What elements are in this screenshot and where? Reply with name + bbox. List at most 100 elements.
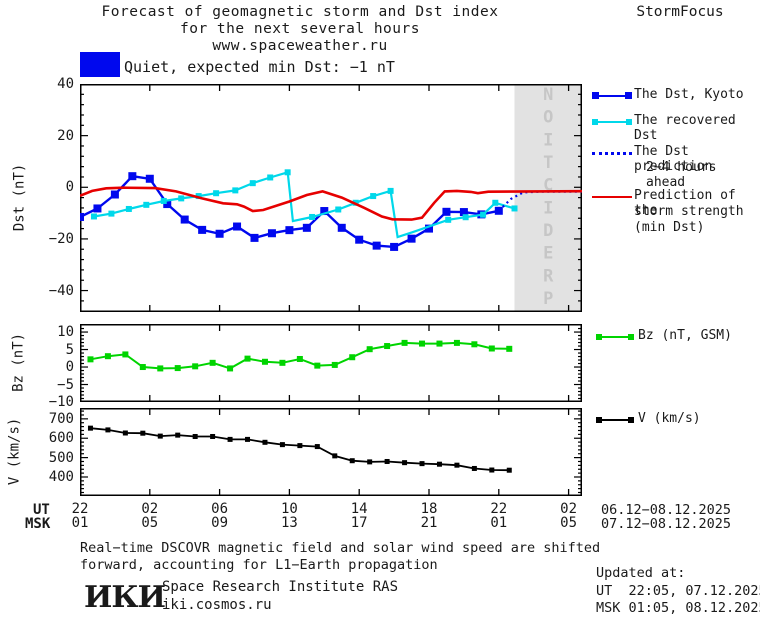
data-point-marker xyxy=(145,174,154,183)
data-point-marker xyxy=(157,365,164,372)
data-point-marker xyxy=(372,241,381,250)
data-point-marker xyxy=(192,433,198,439)
legend-v-label: V (km/s) xyxy=(638,411,701,426)
x-tick-label: 02 xyxy=(560,501,578,517)
data-point-marker xyxy=(488,345,495,352)
data-point-marker xyxy=(180,215,189,224)
data-point-marker xyxy=(296,355,303,362)
plot-border xyxy=(80,84,582,312)
site-url: www.spaceweather.ru xyxy=(212,38,388,54)
data-point-marker xyxy=(511,205,518,212)
data-point-marker xyxy=(309,213,316,220)
data-point-marker xyxy=(367,459,373,465)
institute-name: Space Research Institute RAS xyxy=(162,579,399,595)
prediction-band-letter: C xyxy=(543,176,553,196)
data-point-marker xyxy=(87,356,94,363)
x-tick-label: 05 xyxy=(560,515,578,531)
data-point-marker xyxy=(506,467,512,473)
prediction-band-letter: R xyxy=(543,266,554,286)
data-point-marker xyxy=(332,453,338,459)
legend-storm-strength-swatch xyxy=(592,196,632,198)
square-marker-icon xyxy=(596,334,602,341)
legend-dst-prediction-label-line2: 2−4 hours ahead xyxy=(646,160,717,190)
ut-date-range: 06.12−08.12.2025 xyxy=(601,502,732,518)
data-point-marker xyxy=(370,193,377,200)
data-point-marker xyxy=(419,340,426,347)
prediction-band xyxy=(514,84,582,312)
data-point-marker xyxy=(401,339,408,346)
v-axis-label: V (km/s) xyxy=(6,417,23,486)
y-tick-label: −20 xyxy=(48,230,74,247)
data-point-marker xyxy=(140,430,146,436)
storm-level-swatch xyxy=(80,52,120,77)
data-point-marker xyxy=(125,205,132,212)
prediction-band-letter: O xyxy=(543,108,553,128)
prediction-band-letter: D xyxy=(543,221,553,241)
y-tick-label: −40 xyxy=(48,282,74,299)
storm-status-label: Quiet, expected min Dst: −1 nT xyxy=(124,58,395,76)
data-point-marker xyxy=(390,242,399,251)
series-line xyxy=(90,341,510,370)
series-line xyxy=(90,427,510,472)
data-point-marker xyxy=(402,460,408,466)
data-point-marker xyxy=(262,439,268,445)
data-point-marker xyxy=(279,442,285,448)
page-title-line1: Forecast of geomagnetic storm and Dst in… xyxy=(101,4,499,20)
data-point-marker xyxy=(284,169,291,176)
data-point-marker xyxy=(227,365,234,372)
updated-msk-time: MSK 01:05, 08.12.2025 xyxy=(596,600,760,616)
data-point-marker xyxy=(297,443,303,449)
data-point-marker xyxy=(320,207,329,216)
x-tick-label: 05 xyxy=(141,515,159,531)
data-point-marker xyxy=(480,211,487,218)
bz-axis-label: Bz (nT) xyxy=(10,332,27,392)
data-point-marker xyxy=(210,433,216,439)
bz-chart xyxy=(80,324,582,402)
legend-v-swatch xyxy=(596,417,634,424)
data-point-marker xyxy=(105,427,111,433)
data-point-marker xyxy=(90,213,97,220)
data-point-marker xyxy=(419,461,425,467)
square-marker-icon xyxy=(592,92,599,100)
y-tick-label: 400 xyxy=(48,468,74,485)
data-point-marker xyxy=(233,222,242,231)
series-line xyxy=(80,186,582,221)
prediction-band-letter: T xyxy=(543,153,553,173)
legend-dst-kyoto-swatch xyxy=(592,92,632,100)
legend-dst-prediction-label-line1: The Dst prediction xyxy=(634,144,713,174)
msk-row-label: MSK xyxy=(25,516,51,532)
data-point-marker xyxy=(314,444,320,450)
x-tick-label: 22 xyxy=(490,501,508,517)
data-point-marker xyxy=(453,339,460,346)
page-title-line2: for the next several hours xyxy=(180,21,420,37)
data-point-marker xyxy=(174,365,181,372)
data-point-marker xyxy=(459,208,468,217)
y-tick-label: 40 xyxy=(57,76,74,92)
data-point-marker xyxy=(261,358,268,365)
updated-at-label: Updated at: xyxy=(596,565,686,581)
square-marker-icon xyxy=(628,334,634,341)
data-point-marker xyxy=(355,235,364,244)
data-point-marker xyxy=(407,234,416,243)
data-point-marker xyxy=(471,465,477,471)
data-point-marker xyxy=(122,430,128,436)
data-point-marker xyxy=(331,361,338,368)
square-marker-icon xyxy=(625,92,632,100)
y-tick-label: 600 xyxy=(48,430,74,447)
ut-row-label: UT xyxy=(33,502,50,518)
data-point-marker xyxy=(462,214,469,221)
x-tick-label: 13 xyxy=(280,515,298,531)
legend-recovered-dst-label: The recovered Dst xyxy=(634,113,736,143)
square-marker-icon xyxy=(592,119,598,126)
data-point-marker xyxy=(442,207,451,216)
data-point-marker xyxy=(178,195,185,202)
data-point-marker xyxy=(213,190,220,197)
data-point-marker xyxy=(93,204,102,213)
data-point-marker xyxy=(302,223,311,232)
data-point-marker xyxy=(445,216,452,223)
data-point-marker xyxy=(425,224,433,233)
data-point-marker xyxy=(335,206,342,213)
y-tick-label: 20 xyxy=(57,127,74,144)
data-point-marker xyxy=(506,345,513,352)
